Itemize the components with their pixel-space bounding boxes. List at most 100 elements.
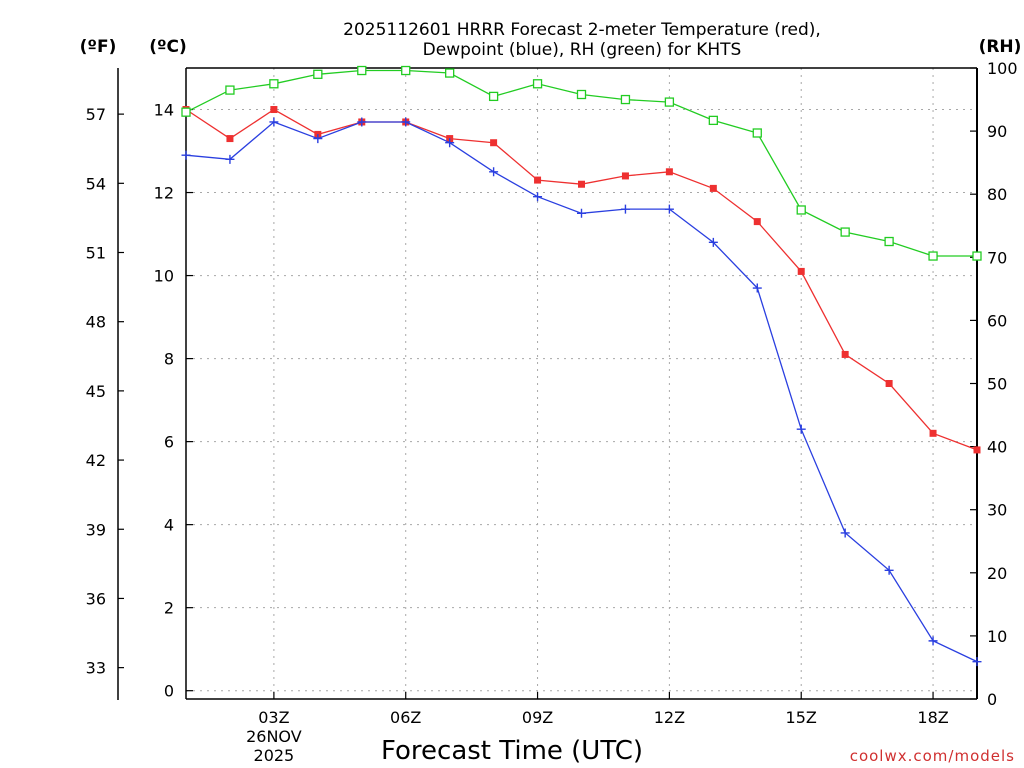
rh-point bbox=[884, 236, 894, 247]
rh-point bbox=[269, 79, 279, 89]
rh-tick-label: 60 bbox=[987, 311, 1007, 330]
rh-point bbox=[181, 107, 191, 117]
dewpoint-point bbox=[357, 117, 367, 127]
time-tick-label: 18Z bbox=[917, 708, 948, 727]
dewpoint-point bbox=[489, 167, 499, 177]
rh-point bbox=[445, 68, 455, 78]
fahrenheit-tick-label: 51 bbox=[86, 244, 106, 263]
rh-tick-label: 10 bbox=[987, 627, 1007, 646]
celsius-tick-label: 6 bbox=[164, 433, 174, 452]
time-tick-label: 15Z bbox=[786, 708, 817, 727]
temperature-point bbox=[226, 135, 234, 143]
temperature-point bbox=[885, 380, 893, 387]
x-axis-title: Forecast Time (UTC) bbox=[381, 736, 643, 766]
dewpoint-point bbox=[620, 204, 630, 214]
celsius-tick-label: 10 bbox=[154, 267, 174, 286]
temperature-point bbox=[841, 350, 849, 358]
celsius-tick-label: 12 bbox=[154, 184, 174, 203]
rh-point bbox=[928, 251, 938, 261]
fahrenheit-tick-label: 33 bbox=[86, 659, 106, 678]
temperature-point bbox=[753, 218, 761, 226]
rh-point bbox=[664, 97, 675, 107]
dewpoint-point bbox=[884, 565, 894, 575]
rh-point bbox=[357, 65, 367, 76]
rh-point bbox=[225, 85, 235, 95]
temperature-point bbox=[270, 106, 278, 114]
rh-point bbox=[576, 89, 587, 100]
rh-point bbox=[401, 65, 411, 76]
rh-tick-label: 90 bbox=[987, 122, 1007, 141]
celsius-tick-label: 14 bbox=[154, 101, 174, 120]
temperature-line bbox=[185, 108, 978, 451]
dewpoint-point bbox=[181, 150, 191, 160]
dewpoint-point bbox=[928, 636, 938, 646]
chart-title-line-1: 2025112601 HRRR Forecast 2-meter Tempera… bbox=[343, 20, 821, 40]
temperature-point bbox=[578, 180, 585, 188]
fahrenheit-tick-label: 54 bbox=[86, 174, 106, 193]
fahrenheit-tick-label: 48 bbox=[86, 313, 106, 332]
rh-tick-label: 100 bbox=[987, 59, 1018, 78]
time-tick-label: 12Z bbox=[654, 708, 685, 727]
temperature-point bbox=[929, 429, 937, 437]
rh-point bbox=[532, 79, 543, 89]
temperature-point bbox=[490, 139, 498, 147]
celsius-tick-label: 2 bbox=[164, 599, 174, 618]
rh-point bbox=[313, 69, 323, 79]
dewpoint-point bbox=[708, 237, 718, 247]
date-sublabel: 2025 bbox=[254, 746, 295, 765]
rh-tick-label: 50 bbox=[987, 375, 1007, 394]
rh-point bbox=[840, 227, 850, 237]
rh-tick-label: 70 bbox=[987, 248, 1007, 267]
rh-unit-label: (RH) bbox=[979, 37, 1022, 57]
dewpoint-point bbox=[796, 424, 806, 434]
dewpoint-point bbox=[664, 204, 674, 214]
series-layer bbox=[181, 65, 982, 667]
dewpoint-point bbox=[533, 192, 543, 202]
fahrenheit-axis: 33 36 39 42 45 48 51 54 57 bbox=[86, 105, 124, 678]
rh-axis: 0 10 20 30 40 50 60 70 80 90 100 bbox=[970, 59, 1018, 709]
rh-tick-label: 0 bbox=[987, 690, 997, 709]
temperature-point bbox=[665, 168, 673, 176]
dewpoint-line bbox=[185, 121, 978, 663]
rh-point bbox=[488, 91, 499, 102]
rh-point bbox=[752, 128, 762, 138]
gridlines bbox=[186, 68, 977, 699]
temperature-point bbox=[797, 267, 805, 275]
rh-point bbox=[972, 251, 982, 261]
celsius-tick-label: 4 bbox=[164, 516, 174, 535]
rh-point bbox=[796, 205, 806, 215]
rh-tick-label: 80 bbox=[987, 185, 1007, 204]
dewpoint-point bbox=[752, 283, 762, 293]
temperature-point bbox=[709, 184, 717, 192]
rh-tick-label: 20 bbox=[987, 564, 1007, 583]
time-tick-label: 06Z bbox=[390, 708, 421, 727]
chart-title-line-2: Dewpoint (blue), RH (green) for KHTS bbox=[423, 40, 742, 60]
time-tick-label: 09Z bbox=[522, 708, 553, 727]
fahrenheit-tick-label: 57 bbox=[86, 105, 106, 124]
temperature-point bbox=[973, 446, 981, 454]
fahrenheit-tick-label: 36 bbox=[86, 589, 106, 608]
credit-text: coolwx.com/models bbox=[850, 747, 1015, 765]
dewpoint-point bbox=[445, 138, 455, 148]
temperature-point bbox=[534, 176, 542, 184]
celsius-unit-label: (ºC) bbox=[149, 37, 187, 57]
date-sublabel: 26NOV bbox=[246, 727, 302, 746]
celsius-axis: 0 2 4 6 8 10 12 14 bbox=[154, 101, 193, 701]
rh-point bbox=[620, 94, 631, 105]
dewpoint-point bbox=[225, 154, 235, 164]
temperature-point bbox=[621, 172, 629, 180]
dewpoint-point bbox=[269, 117, 279, 127]
fahrenheit-tick-label: 39 bbox=[86, 520, 106, 539]
celsius-tick-label: 8 bbox=[164, 350, 174, 369]
rh-point bbox=[708, 115, 718, 126]
dewpoint-point bbox=[840, 528, 850, 538]
dewpoint-point bbox=[313, 134, 323, 144]
rh-tick-label: 40 bbox=[987, 438, 1007, 457]
fahrenheit-tick-label: 45 bbox=[86, 382, 106, 401]
fahrenheit-unit-label: (ºF) bbox=[80, 37, 117, 57]
dewpoint-point bbox=[577, 208, 586, 218]
rh-tick-label: 30 bbox=[987, 501, 1007, 520]
celsius-tick-label: 0 bbox=[164, 682, 174, 701]
